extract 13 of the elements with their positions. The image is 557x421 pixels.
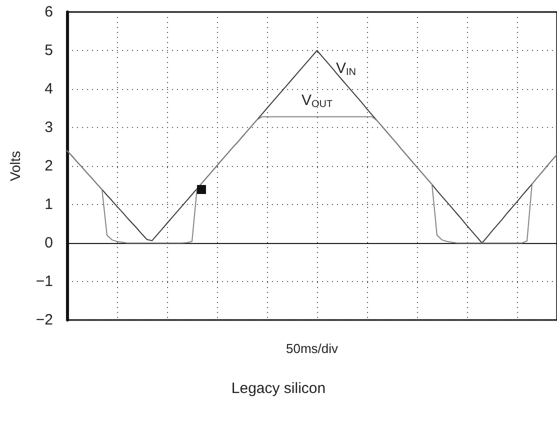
y-tick-label: 3 [44, 119, 53, 136]
y-tick-label: 6 [44, 4, 53, 20]
y-axis-title: Volts [7, 150, 23, 182]
text: Legacy silicon [231, 380, 326, 397]
y-tick-label: 2 [44, 158, 53, 174]
y-tick-label: 0 [44, 234, 53, 252]
x-axis-title: 50ms/div [286, 341, 339, 356]
y-tick-label: 1 [44, 196, 53, 213]
line-series [66, 116, 557, 244]
y-tick-label: −1 [36, 273, 53, 290]
y-tick-label: −2 [36, 312, 53, 328]
y-tick-label: 4 [44, 80, 53, 98]
y-tick-label: 5 [44, 42, 53, 59]
